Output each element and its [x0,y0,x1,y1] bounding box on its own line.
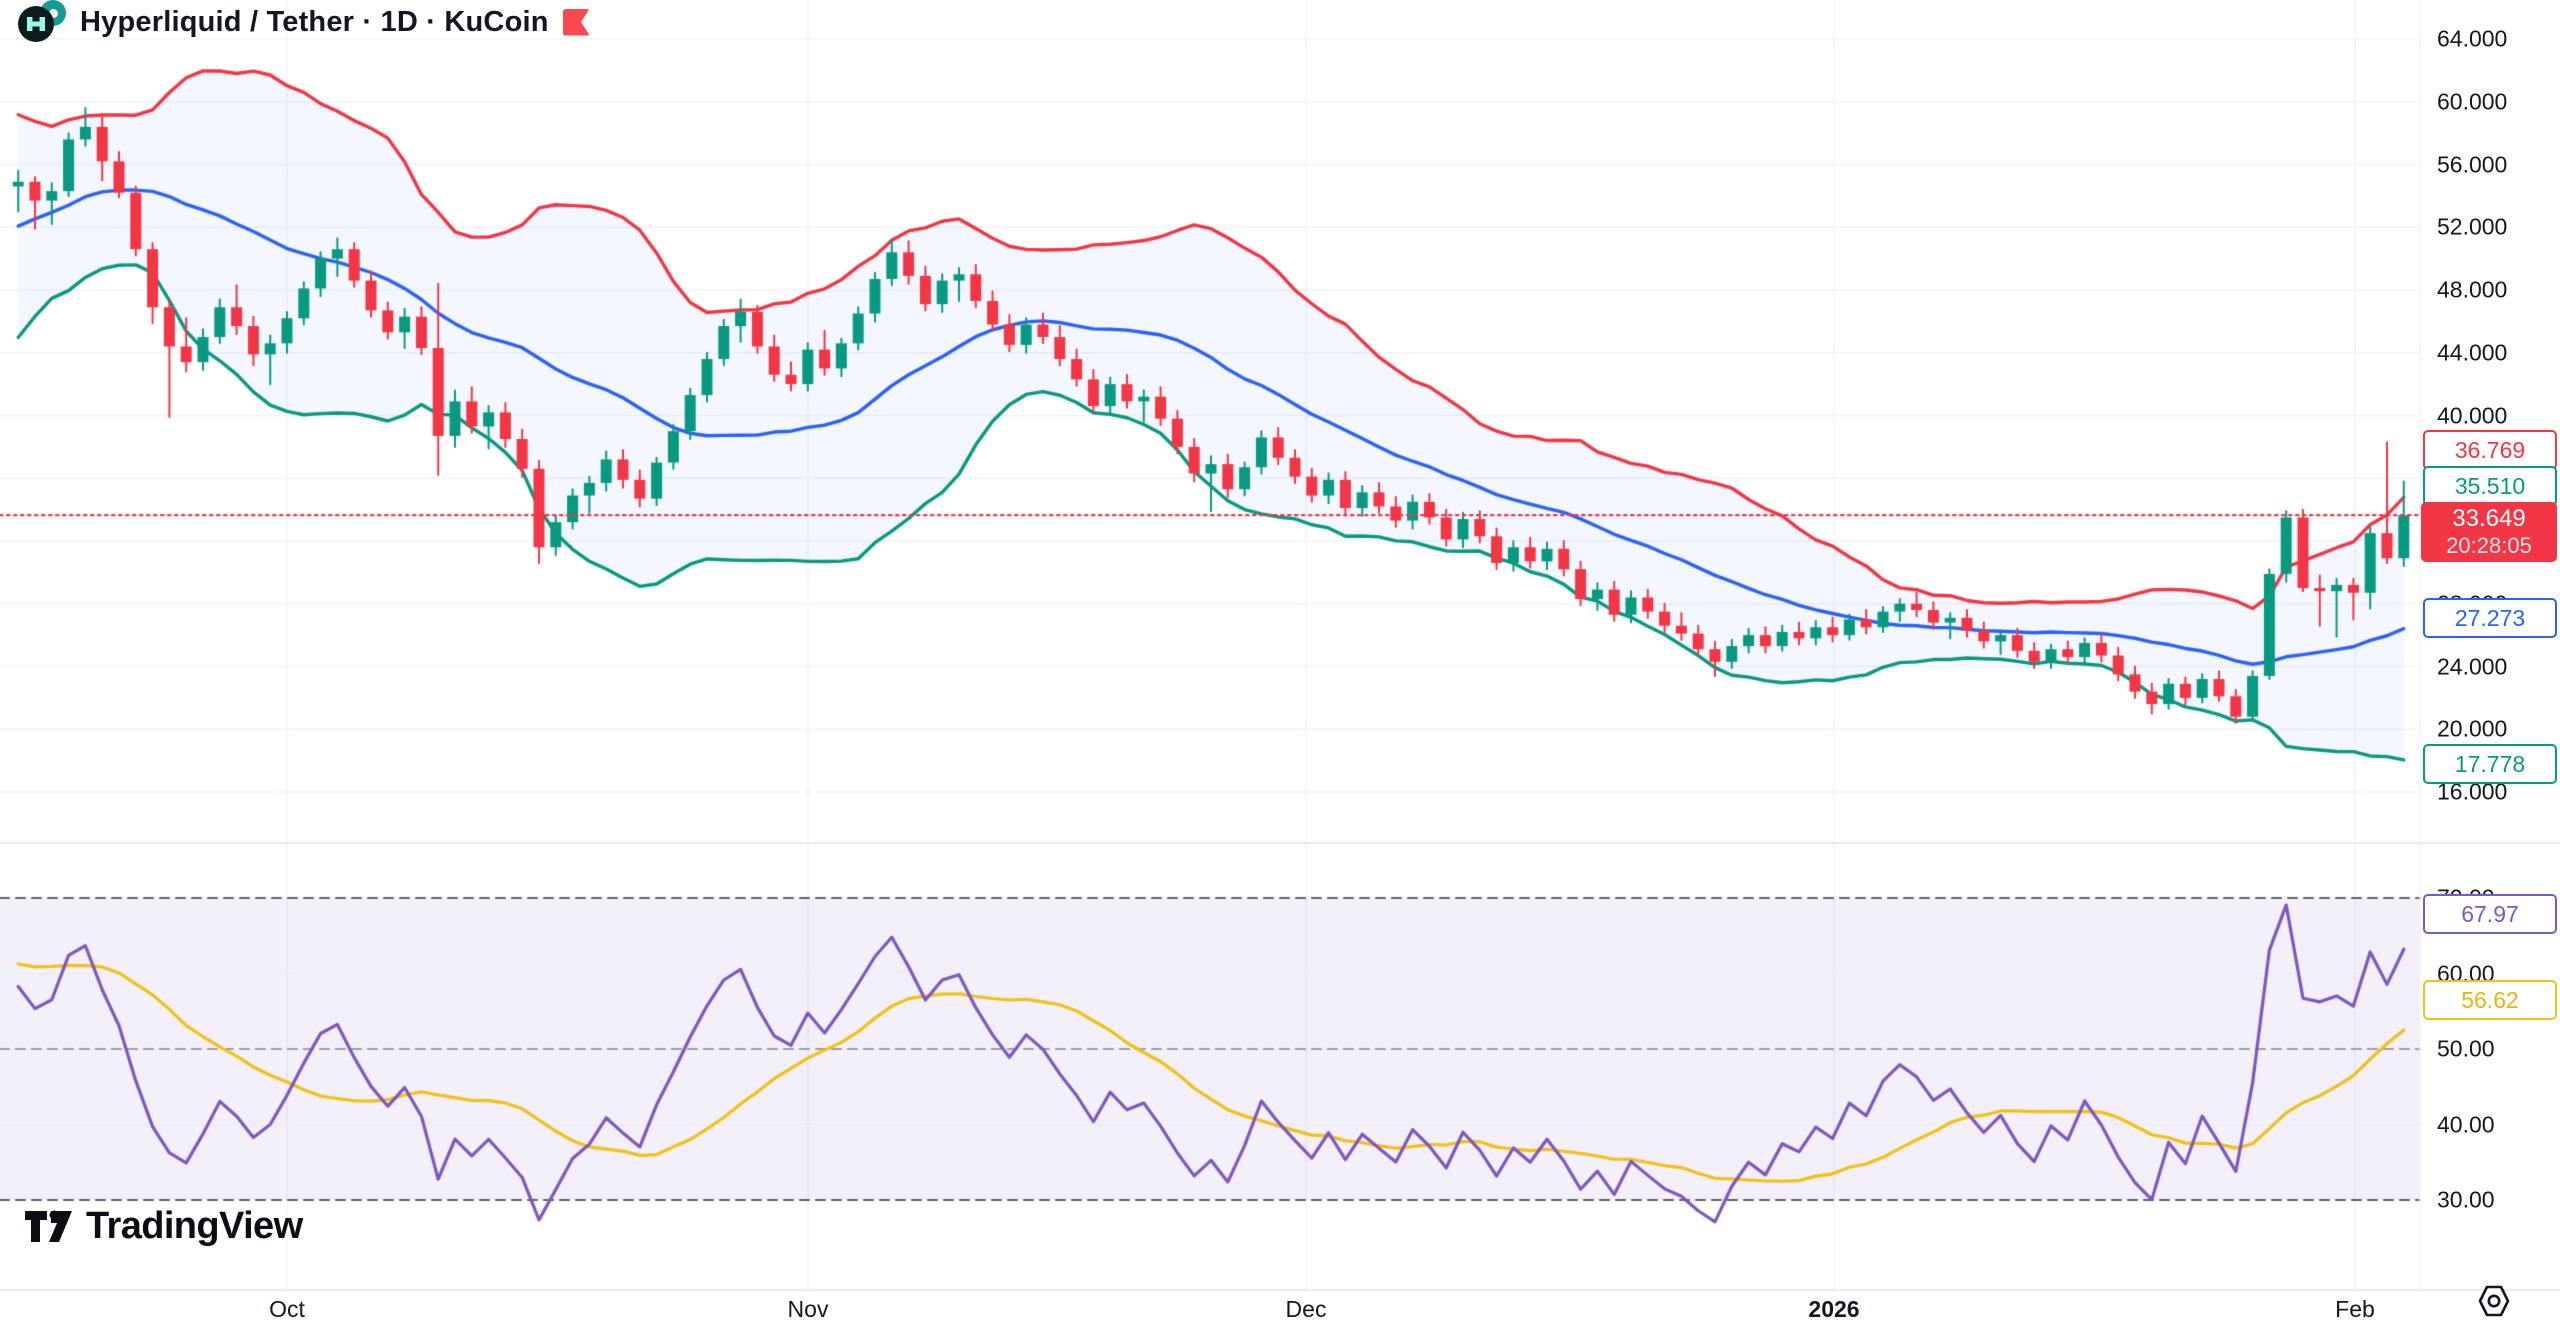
time-axis-label: Feb [2335,1296,2375,1322]
tradingview-brand-text: TradingView [86,1204,303,1247]
price-tick-label: 44.000 [2437,339,2508,366]
price-tick-label: 56.000 [2437,151,2508,177]
symbol-header: Hyperliquid / Tether · 1D · KuCoin [14,0,590,42]
price-tick-label: 40.000 [2437,402,2508,428]
rsi-ma-value-label: 56.62 [2423,980,2557,1020]
time-axis-label: Nov [787,1296,829,1322]
time-axis-label: Oct [269,1296,305,1322]
price-tick-label: 48.000 [2437,276,2508,303]
price-tick-label: 64.000 [2437,25,2508,52]
bb-basis-price-label: 27.273 [2423,598,2557,638]
bar-countdown: 20:28:05 [2446,533,2532,558]
rsi-tick-label: 40.00 [2437,1111,2495,1137]
time-axis-label: 2026 [1808,1296,1860,1322]
last-price-value: 33.649 [2452,505,2526,532]
price-tick-label: 60.000 [2437,88,2508,115]
rsi-tick-label: 30.00 [2437,1186,2495,1213]
tradingview-attribution[interactable]: TradingView [24,1204,303,1248]
time-axis-settings-icon[interactable] [2474,1283,2514,1324]
bb-upper-price-label: 36.769 [2423,430,2557,470]
hyperliquid-logo-icon [18,6,54,42]
last-price-label: 33.649 20:28:05 [2421,502,2557,562]
tradingview-logo-icon [25,1210,72,1242]
price-tick-label: 24.000 [2437,653,2508,679]
time-axis-label: Dec [1285,1296,1327,1322]
symbol-logo [14,0,66,42]
price-tick-label: 20.000 [2437,715,2508,742]
flag-icon[interactable] [562,8,590,36]
symbol-title[interactable]: Hyperliquid / Tether · 1D · KuCoin [80,5,549,38]
rsi-tick-label: 50.00 [2437,1035,2495,1062]
high-price-label: 35.510 [2423,466,2557,506]
price-tick-label: 52.000 [2437,213,2508,240]
rsi-value-label: 67.97 [2423,894,2557,934]
bb-lower-price-label: 17.778 [2423,744,2557,784]
